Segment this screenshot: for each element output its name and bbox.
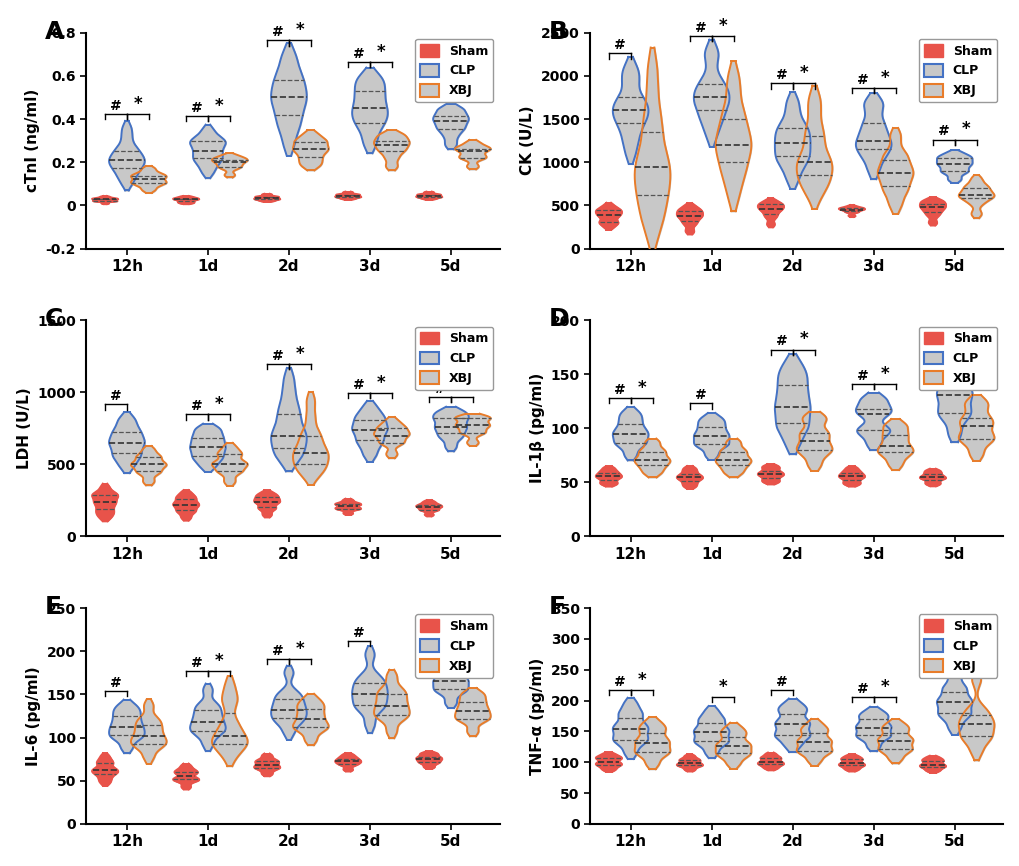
Text: F: F	[548, 595, 566, 619]
Text: #: #	[613, 675, 625, 688]
Y-axis label: TNF-α (pg/ml): TNF-α (pg/ml)	[530, 657, 544, 775]
Text: #: #	[434, 633, 445, 648]
Text: *: *	[960, 643, 969, 661]
Text: *: *	[717, 678, 727, 696]
Text: *: *	[296, 345, 304, 363]
Text: *: *	[637, 670, 645, 688]
Text: #: #	[613, 383, 625, 397]
Text: *: *	[214, 652, 223, 669]
Legend: Sham, CLP, XBJ: Sham, CLP, XBJ	[415, 39, 493, 102]
Text: *: *	[458, 630, 466, 648]
Y-axis label: IL-6 (pg/ml): IL-6 (pg/ml)	[26, 666, 41, 766]
Legend: Sham, CLP, XBJ: Sham, CLP, XBJ	[415, 614, 493, 678]
Text: A: A	[45, 20, 64, 44]
Text: *: *	[799, 331, 807, 348]
Text: *: *	[879, 68, 889, 87]
Text: #: #	[856, 369, 868, 383]
Text: *: *	[296, 21, 304, 39]
Text: *: *	[214, 395, 223, 413]
Legend: Sham, CLP, XBJ: Sham, CLP, XBJ	[918, 39, 997, 102]
Text: *: *	[960, 120, 969, 139]
Text: *: *	[458, 378, 466, 396]
Text: #: #	[937, 334, 949, 348]
Text: *: *	[133, 94, 142, 113]
Text: #: #	[110, 99, 121, 113]
Y-axis label: IL-1β (pg/ml): IL-1β (pg/ml)	[530, 373, 544, 483]
Text: #: #	[272, 349, 283, 363]
Text: #: #	[937, 647, 949, 661]
Y-axis label: cTnI (ng/ml): cTnI (ng/ml)	[25, 89, 40, 192]
Text: *: *	[376, 373, 385, 391]
Legend: Sham, CLP, XBJ: Sham, CLP, XBJ	[918, 614, 997, 678]
Text: #: #	[694, 21, 706, 35]
Text: #: #	[353, 47, 365, 61]
Text: *: *	[879, 678, 889, 696]
Text: *: *	[458, 75, 466, 94]
Text: #: #	[434, 382, 445, 396]
Text: #: #	[272, 25, 283, 39]
Text: *: *	[717, 16, 727, 35]
Text: #: #	[775, 68, 787, 82]
Text: E: E	[45, 595, 62, 619]
Text: #: #	[191, 399, 203, 413]
Text: #: #	[856, 73, 868, 87]
Text: #: #	[613, 38, 625, 52]
Text: C: C	[45, 307, 63, 332]
Text: *: *	[637, 379, 645, 397]
Text: #: #	[694, 389, 706, 403]
Text: #: #	[191, 656, 203, 669]
Text: #: #	[353, 625, 365, 640]
Text: *: *	[879, 365, 889, 383]
Text: *: *	[960, 331, 969, 348]
Text: *: *	[296, 640, 304, 658]
Text: #: #	[937, 125, 949, 139]
Legend: Sham, CLP, XBJ: Sham, CLP, XBJ	[918, 326, 997, 390]
Text: #: #	[191, 100, 203, 114]
Text: #: #	[353, 378, 365, 391]
Text: *: *	[376, 42, 385, 61]
Text: D: D	[548, 307, 569, 332]
Legend: Sham, CLP, XBJ: Sham, CLP, XBJ	[415, 326, 493, 390]
Y-axis label: CK (U/L): CK (U/L)	[520, 106, 535, 175]
Text: #: #	[110, 389, 121, 404]
Text: *: *	[799, 64, 807, 82]
Text: #: #	[110, 675, 121, 689]
Text: *: *	[214, 97, 223, 114]
Text: #: #	[272, 643, 283, 658]
Text: #: #	[775, 334, 787, 348]
Text: B: B	[548, 20, 568, 44]
Text: #: #	[434, 79, 445, 94]
Text: #: #	[856, 682, 868, 696]
Text: #: #	[775, 675, 787, 688]
Y-axis label: LDH (U/L): LDH (U/L)	[16, 387, 32, 469]
